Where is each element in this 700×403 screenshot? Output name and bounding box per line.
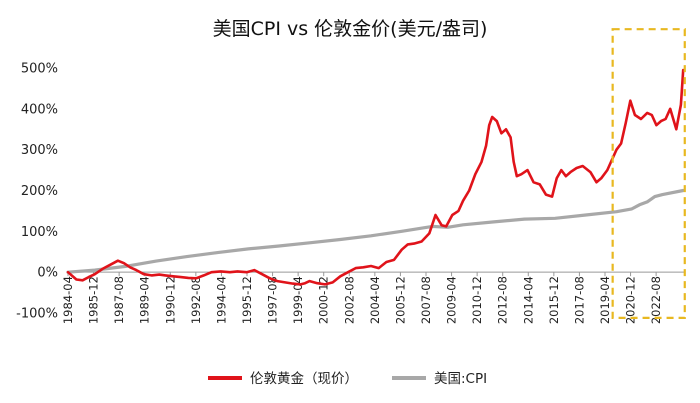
x-tick-label: 1992-08 (189, 276, 203, 324)
x-tick-label: 1989-04 (138, 276, 152, 324)
x-tick-label: 1995-12 (240, 276, 254, 324)
series-layer (66, 68, 685, 286)
gold-price-line (66, 68, 685, 286)
x-tick-label: 2015-12 (547, 276, 561, 324)
legend-item-cpi-label: 美国:CPI (434, 371, 487, 387)
y-tick-label: 0% (37, 266, 58, 281)
y-tick-label: 100% (21, 225, 58, 240)
y-tick-label: 500% (21, 62, 58, 77)
y-tick-label: 400% (21, 102, 58, 117)
legend: 伦敦黄金（现价） 美国:CPI (208, 371, 487, 387)
x-tick-label: 1985-12 (87, 276, 101, 324)
chart-title: 美国CPI vs 伦敦金价(美元/盎司) (213, 18, 488, 40)
x-tick-label: 2014-04 (521, 276, 535, 324)
us-cpi-line (66, 188, 685, 274)
x-tick-label: 1984-04 (61, 276, 75, 324)
highlight-layer (611, 28, 686, 320)
x-tick-label: 2007-08 (419, 276, 433, 324)
x-tick-label: 2022-08 (649, 276, 663, 324)
x-tick-label: 2009-04 (445, 276, 459, 324)
x-tick-label: 2002-08 (342, 276, 356, 324)
x-tick-label: 2020-12 (624, 276, 638, 324)
x-tick-label: 1990-12 (163, 276, 177, 324)
x-tick-label: 2010-12 (470, 276, 484, 324)
legend-item-gold-label: 伦敦黄金（现价） (250, 371, 358, 387)
y-tick-label: 300% (21, 143, 58, 158)
x-tick-label: 2005-12 (393, 276, 407, 324)
y-axis: -100% 0% 100% 200% 300% 400% 500% (16, 62, 58, 322)
y-tick-label: -100% (16, 307, 58, 322)
y-tick-label: 200% (21, 184, 58, 199)
x-axis: 1984-04 1985-12 1987-08 1989-04 1990-12 1992-… (61, 271, 684, 324)
x-tick-label: 1999-04 (291, 276, 305, 324)
x-tick-label: 1994-04 (214, 276, 228, 324)
x-tick-label: 1997-08 (266, 276, 280, 324)
x-tick-label: 2019-04 (598, 276, 612, 324)
x-tick-label: 2017-08 (572, 276, 586, 324)
x-tick-label: 2000-12 (317, 276, 331, 324)
x-tick-label: 2012-08 (496, 276, 510, 324)
highlight-box (611, 28, 686, 320)
x-tick-label: 2004-04 (368, 276, 382, 324)
x-tick-label: 1987-08 (112, 276, 126, 324)
